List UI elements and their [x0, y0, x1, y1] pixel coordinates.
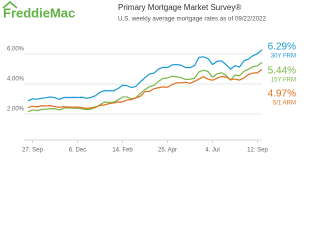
x-tick-label: 14. Feb [112, 148, 133, 154]
x-tick-label: 25. Apr [158, 148, 177, 154]
y-tick-label: 4.00% [7, 77, 25, 83]
legend-label: 5/1 ARM [273, 101, 296, 107]
x-tick-label: 27. Sep [22, 148, 43, 154]
chart: FreddieMac Primary Mortgage Market Surve… [2, 0, 296, 154]
series-line [27, 49, 263, 102]
end-value-label: 6.29% [268, 42, 296, 53]
logo-roof [2, 0, 18, 9]
logo: FreddieMac [2, 0, 75, 20]
series-line [27, 68, 263, 110]
end-value-label: 5.44% [268, 66, 296, 77]
x-tick-label: 6. Dec [69, 148, 86, 154]
x-tick-label: 4. Jul [205, 148, 219, 154]
y-tick-label: 2.00% [7, 107, 25, 113]
chart-title: Primary Mortgage Market Survey® [118, 3, 241, 12]
legend-label: 30Y FRM [271, 54, 296, 60]
chart-subtitle: U.S. weekly average mortgage rates as of… [118, 16, 266, 23]
legend-label: 15Y FRM [271, 78, 296, 84]
series-line [27, 61, 263, 113]
y-tick-label: 6.00% [7, 47, 25, 53]
x-tick-label: 12. Sep [247, 148, 268, 154]
brand: FreddieMac [3, 5, 75, 20]
end-value-label: 4.97% [268, 89, 296, 100]
